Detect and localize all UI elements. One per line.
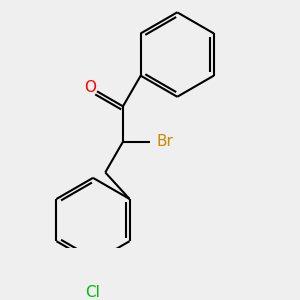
Text: Br: Br: [157, 134, 174, 149]
Text: Cl: Cl: [85, 285, 100, 300]
Text: O: O: [84, 80, 96, 95]
